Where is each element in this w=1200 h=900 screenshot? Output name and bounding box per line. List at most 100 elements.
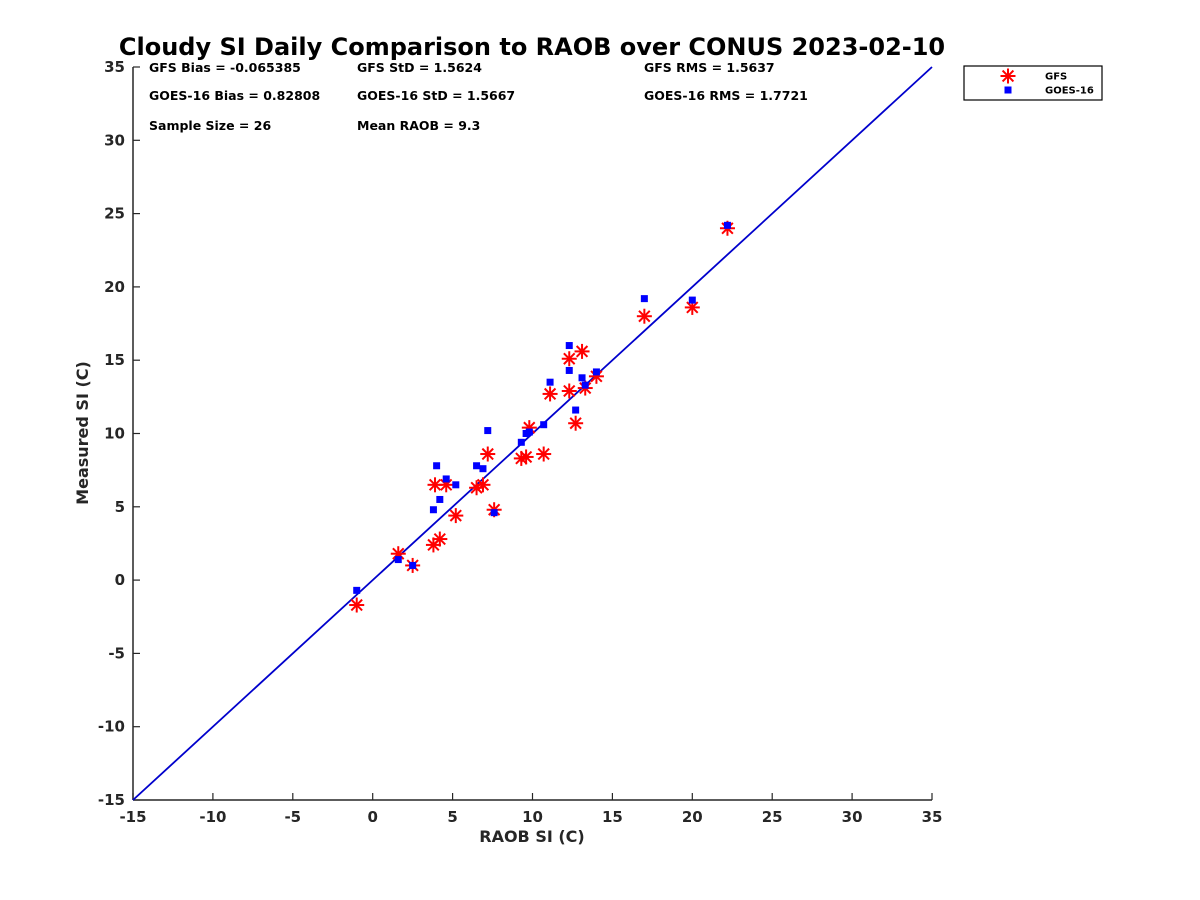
goes-16-point: [723, 221, 731, 229]
x-tick-label: 10: [522, 808, 543, 826]
stat-text: GFS RMS = 1.5637: [644, 60, 775, 75]
asterisk-stroke: [1001, 69, 1015, 83]
y-tick-label: -5: [108, 644, 125, 662]
asterisk-stroke: [428, 478, 442, 491]
y-tick-label: 0: [115, 571, 125, 589]
gfs-point: [432, 531, 448, 547]
series-gfs: [349, 220, 735, 613]
series-goes-16: [353, 221, 731, 594]
gfs-point: [480, 446, 496, 462]
asterisk-stroke: [590, 370, 603, 383]
goes-16-point: [517, 438, 525, 446]
goes-16-point: [452, 481, 460, 489]
goes-16-point: [540, 421, 548, 429]
x-tick-label: -5: [284, 808, 301, 826]
y-tick-label: 25: [104, 205, 125, 223]
goes-16-point: [578, 374, 586, 382]
goes-16-point: [546, 378, 554, 386]
x-tick-label: 0: [367, 808, 377, 826]
goes-16-point: [484, 427, 492, 435]
stat-text: Mean RAOB = 9.3: [357, 118, 480, 133]
goes-16-point: [525, 428, 533, 436]
goes-16-point: [436, 495, 444, 503]
asterisk-stroke: [481, 447, 494, 461]
asterisk-stroke: [563, 352, 576, 365]
stat-text: GOES-16 Bias = 0.82808: [149, 88, 320, 103]
stat-text: GOES-16 RMS = 1.7721: [644, 88, 808, 103]
asterisk-stroke: [350, 598, 363, 612]
x-axis-label: RAOB SI (C): [479, 827, 584, 846]
gfs-point: [518, 449, 534, 465]
stat-text: Sample Size = 26: [149, 118, 271, 133]
asterisk-stroke: [537, 447, 550, 461]
legend-marker-goes-16: [1004, 86, 1012, 94]
goes-16-point: [394, 556, 402, 564]
gfs-point: [568, 415, 584, 431]
asterisk-stroke: [543, 387, 557, 401]
asterisk-stroke: [476, 478, 490, 491]
legend-box: [963, 65, 1103, 101]
y-axis-label: Measured SI (C): [73, 361, 92, 505]
goes-16-point: [473, 462, 481, 470]
x-tick-label: 25: [762, 808, 783, 826]
data-points: [349, 220, 735, 613]
gfs-point: [536, 446, 552, 462]
stat-text: GFS Bias = -0.065385: [149, 60, 301, 75]
goes-16-point: [409, 561, 417, 569]
legend-marker-gfs: [1000, 68, 1016, 84]
chart-title: Cloudy SI Daily Comparison to RAOB over …: [119, 33, 945, 61]
y-tick-label: 10: [104, 425, 125, 443]
x-tick-label: 5: [447, 808, 457, 826]
y-tick-label: 20: [104, 278, 125, 296]
x-tick-label: 30: [842, 808, 863, 826]
x-tick-label: 20: [682, 808, 703, 826]
y-tick-label: 5: [115, 498, 125, 516]
gfs-point: [574, 343, 590, 359]
goes-16-point: [572, 406, 580, 414]
legend-label-gfs: GFS: [1045, 72, 1067, 83]
asterisk-stroke: [440, 478, 453, 491]
goes-16-point: [442, 475, 450, 483]
asterisk-stroke: [392, 547, 405, 560]
y-tick-label: 35: [104, 58, 125, 76]
asterisk-stroke: [638, 310, 651, 323]
gfs-point: [349, 597, 365, 613]
gfs-point: [475, 477, 491, 493]
gfs-point: [542, 386, 558, 402]
x-tick-label: 15: [602, 808, 623, 826]
stat-text: GOES-16 StD = 1.5667: [357, 88, 515, 103]
goes-16-point: [581, 381, 589, 389]
goes-16-point: [433, 462, 441, 470]
y-tick-label: -10: [98, 718, 125, 736]
asterisk-stroke: [686, 301, 699, 314]
asterisk-stroke: [569, 417, 582, 430]
y-tick-label: 15: [104, 351, 125, 369]
goes-16-point: [640, 295, 648, 303]
x-tick-label: -15: [119, 808, 146, 826]
asterisk-stroke: [520, 450, 533, 464]
x-tick-label: 35: [922, 808, 943, 826]
goes-16-point: [592, 368, 600, 376]
gfs-point: [561, 351, 577, 367]
asterisk-stroke: [433, 532, 446, 546]
stats-block: GFS Bias = -0.065385 GFS StD = 1.5624 GFS …: [149, 60, 808, 133]
gfs-point: [561, 383, 577, 399]
x-tick-label: -10: [199, 808, 226, 826]
goes-16-point: [490, 509, 498, 517]
asterisk-stroke: [575, 345, 589, 358]
y-tick-label: -15: [98, 791, 125, 809]
goes-16-point: [479, 465, 487, 473]
y-tick-label: 30: [104, 131, 125, 149]
legend: GFS GOES-16: [963, 65, 1103, 101]
gfs-point: [448, 508, 464, 524]
stat-text: GFS StD = 1.5624: [357, 60, 482, 75]
goes-16-point: [429, 506, 437, 514]
goes-16-point: [565, 342, 573, 350]
gfs-point: [636, 308, 652, 324]
axes: -15 -10 -5 0 5 10 15 20 25 30 35 -15 -10 -5 0 5 10 15 20 25…: [98, 58, 943, 826]
goes-16-point: [353, 586, 361, 594]
asterisk-stroke: [449, 509, 462, 522]
gfs-point: [438, 477, 454, 493]
goes-16-point: [565, 366, 573, 374]
